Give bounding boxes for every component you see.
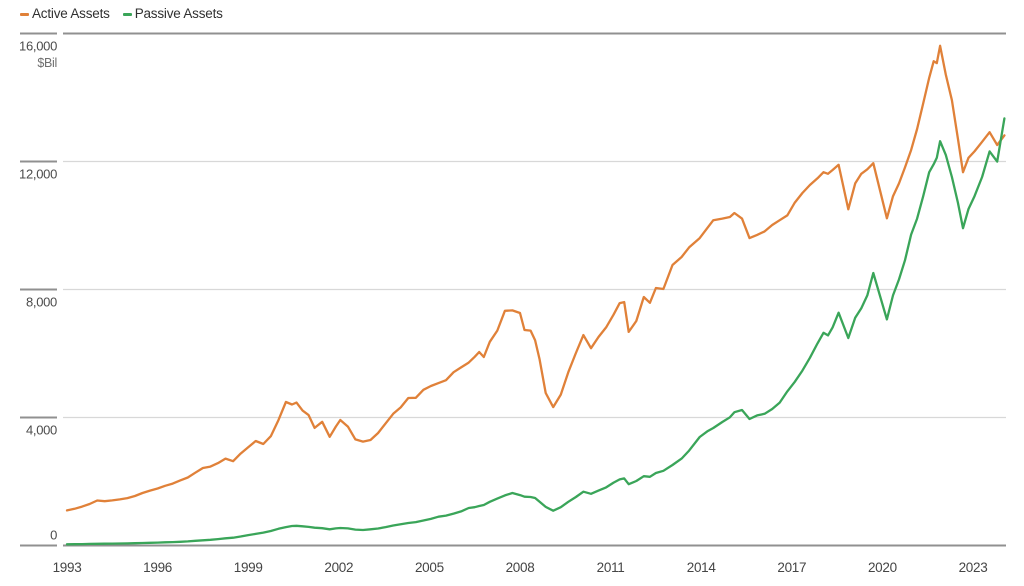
- active-series-swatch-icon: [20, 12, 29, 16]
- x-tick-label-2023: 2023: [959, 560, 988, 575]
- x-tick-label-2008: 2008: [506, 560, 535, 575]
- x-tick-label-2011: 2011: [597, 560, 625, 575]
- x-tick-label-2017: 2017: [777, 560, 806, 575]
- legend-label-passive-assets: Passive Assets: [134, 6, 223, 21]
- x-tick-label-2014: 2014: [687, 560, 717, 575]
- x-tick-label-1996: 1996: [143, 560, 172, 575]
- legend-item-active-assets: Active Assets: [20, 6, 110, 22]
- x-tick-label-2002: 2002: [324, 560, 353, 575]
- legend: Active Assets Passive Assets: [20, 6, 223, 22]
- active-assets-line: [65, 44, 1006, 512]
- y-tick-label-16000: 16,000: [19, 39, 57, 54]
- y-tick-label-12000: 12,000: [19, 167, 57, 182]
- passive-series-swatch-icon: [122, 12, 132, 16]
- y-axis-unit-label: $Bil: [37, 56, 57, 70]
- x-tick-label-1993: 1993: [53, 560, 82, 575]
- y-tick-label-0: 0: [50, 528, 57, 543]
- x-tick-label-1999: 1999: [234, 560, 263, 575]
- legend-item-passive-assets: Passive Assets: [122, 6, 223, 22]
- y-tick-label-4000: 4,000: [26, 423, 57, 438]
- passive-assets-line: [65, 117, 1006, 546]
- x-tick-label-2005: 2005: [415, 560, 444, 575]
- legend-label-active-assets: Active Assets: [32, 6, 110, 21]
- x-tick-label-2020: 2020: [868, 560, 897, 575]
- y-tick-label-8000: 8,000: [26, 295, 57, 310]
